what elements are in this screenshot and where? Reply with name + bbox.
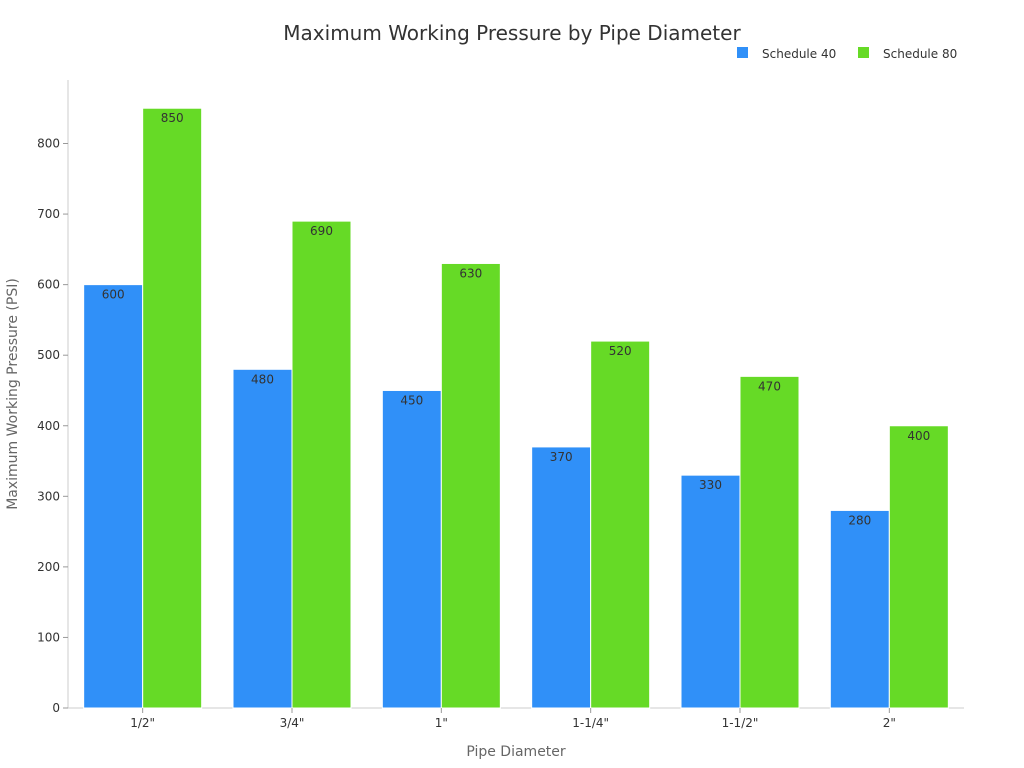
x-axis-title: Pipe Diameter xyxy=(466,744,566,760)
x-tick-label: 3/4" xyxy=(280,716,305,730)
data-label: 690 xyxy=(310,224,333,238)
bar-schedule-40 xyxy=(381,389,442,709)
x-tick-label: 1" xyxy=(435,716,448,730)
bar-schedule-80 xyxy=(291,220,352,709)
data-label: 280 xyxy=(848,513,871,527)
bar-schedule-80 xyxy=(739,375,800,709)
bar-schedule-80 xyxy=(590,340,651,709)
y-tick-label: 500 xyxy=(37,348,60,362)
data-label: 330 xyxy=(699,478,722,492)
bar-schedule-40 xyxy=(232,368,293,709)
x-tick-label: 1-1/4" xyxy=(572,716,609,730)
bar-schedule-40 xyxy=(680,474,741,709)
y-tick-label: 200 xyxy=(37,560,60,574)
y-tick-label: 700 xyxy=(37,207,60,221)
bar-schedule-80 xyxy=(888,425,949,709)
bar-schedule-40 xyxy=(829,509,890,709)
data-label: 470 xyxy=(758,379,781,393)
x-tick-label: 1-1/2" xyxy=(722,716,759,730)
data-label: 850 xyxy=(161,111,184,125)
y-axis-ticks: 0 100 200 300 400 500 600 700 800 xyxy=(37,137,68,715)
data-label: 400 xyxy=(907,429,930,443)
data-label: 630 xyxy=(459,266,482,280)
y-tick-label: 100 xyxy=(37,630,60,644)
legend-swatch xyxy=(737,47,748,58)
bar-schedule-40 xyxy=(531,446,592,709)
y-tick-label: 400 xyxy=(37,419,60,433)
y-tick-label: 800 xyxy=(37,137,60,151)
x-tick-label: 1/2" xyxy=(130,716,155,730)
bars: 600 850 480 690 450 630 370 520 330 470 280 400 xyxy=(83,107,949,709)
chart-title: Maximum Working Pressure by Pipe Diamete… xyxy=(283,21,741,45)
y-tick-label: 0 xyxy=(52,701,60,715)
x-tick-label: 2" xyxy=(883,716,896,730)
y-tick-label: 600 xyxy=(37,278,60,292)
data-label: 520 xyxy=(609,344,632,358)
y-axis-title: Maximum Working Pressure (PSI) xyxy=(5,278,21,510)
bar-schedule-80 xyxy=(440,262,501,709)
data-label: 370 xyxy=(550,450,573,464)
legend-label: Schedule 80 xyxy=(883,47,957,61)
bar-schedule-40 xyxy=(83,284,144,709)
legend-swatch xyxy=(858,47,869,58)
bar-schedule-80 xyxy=(142,107,203,709)
legend: Schedule 40 Schedule 80 xyxy=(737,47,957,61)
data-label: 600 xyxy=(102,288,125,302)
legend-label: Schedule 40 xyxy=(762,47,836,61)
y-tick-label: 300 xyxy=(37,489,60,503)
x-axis-ticks: 1/2" 3/4" 1" 1-1/4" 1-1/2" 2" xyxy=(130,708,896,730)
data-label: 480 xyxy=(251,372,274,386)
data-label: 450 xyxy=(400,393,423,407)
